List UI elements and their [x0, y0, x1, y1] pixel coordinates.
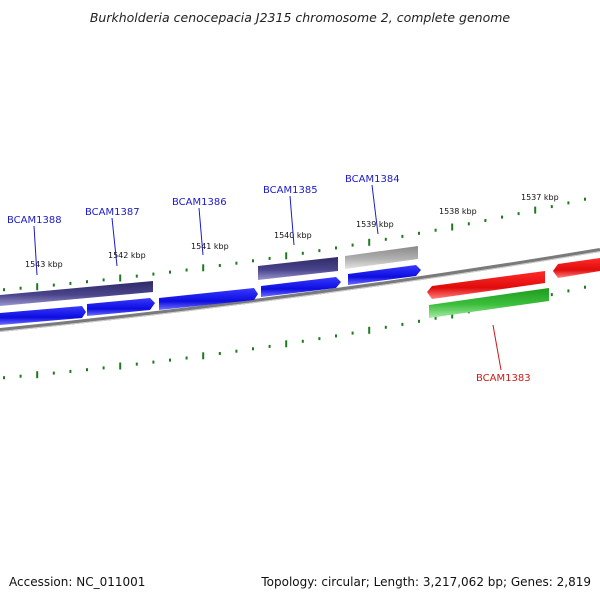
gene-label-bcam1385: BCAM1385 — [263, 185, 318, 196]
gene-label-bcam1384: BCAM1384 — [345, 174, 400, 185]
ruler-label: 1541 kbp — [191, 242, 229, 251]
inner-feature-row — [429, 288, 549, 318]
gene-arrow — [0, 306, 86, 325]
feature-bar — [258, 257, 338, 280]
ruler-label: 1538 kbp — [439, 207, 477, 216]
gene-arrow — [87, 298, 155, 316]
gene-arrow — [159, 288, 258, 310]
outer-ruler-ticks — [3, 197, 586, 292]
map-title: Burkholderia cenocepacia J2315 chromosom… — [89, 10, 511, 25]
ruler-labels: 1543 kbp 1542 kbp 1541 kbp 1540 kbp 1539… — [25, 193, 559, 269]
forward-genes — [0, 265, 421, 325]
ruler-label: 1542 kbp — [108, 251, 146, 260]
ruler-label: 1543 kbp — [25, 260, 63, 269]
ruler-label: 1539 kbp — [356, 220, 394, 229]
backbone — [0, 248, 600, 332]
label-leaders — [33, 184, 502, 371]
genome-summary-text: Topology: circular; Length: 3,217,062 bp… — [261, 575, 591, 589]
gene-arrow — [427, 271, 545, 299]
reverse-genes — [427, 258, 600, 299]
ruler-label: 1537 kbp — [521, 193, 559, 202]
gene-label-bcam1387: BCAM1387 — [85, 207, 140, 218]
gene-label-bcam1386: BCAM1386 — [172, 197, 227, 208]
gene-label-bcam1388: BCAM1388 — [7, 215, 62, 226]
gene-arrow — [348, 265, 421, 285]
feature-bar — [429, 288, 549, 318]
gene-label-bcam1383: BCAM1383 — [476, 373, 531, 384]
gene-labels: BCAM1388 BCAM1387 BCAM1386 BCAM1385 BCAM… — [7, 174, 531, 384]
feature-bar — [345, 246, 418, 269]
outer-feature-row — [0, 246, 418, 306]
feature-bar — [0, 281, 153, 306]
gene-arrow — [553, 258, 600, 278]
accession-text: Accession: NC_011001 — [9, 575, 146, 589]
gene-arrow — [261, 277, 341, 297]
